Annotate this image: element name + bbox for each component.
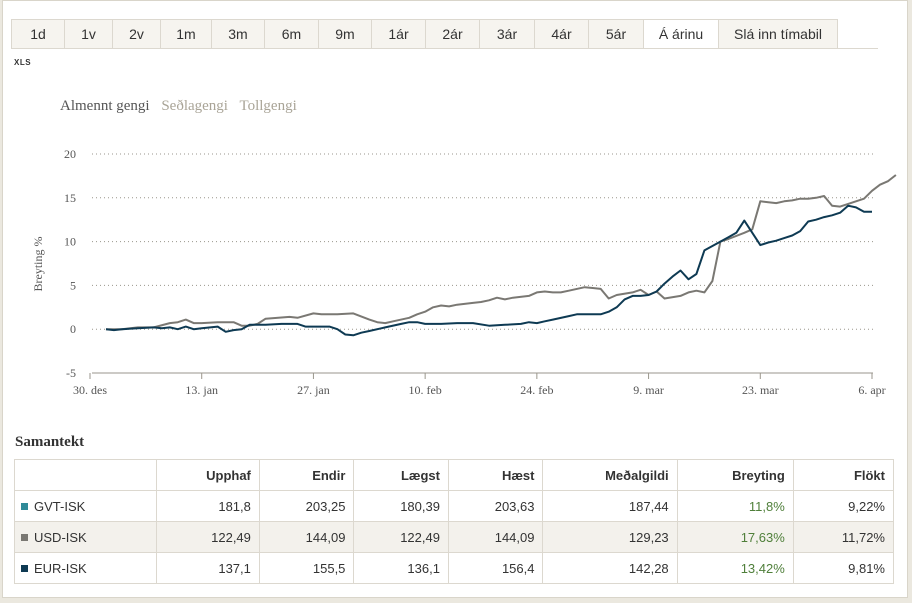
currency-name: GVT-ISK (34, 498, 86, 514)
value-laegst: 122,49 (353, 521, 449, 553)
x-tick-label: 27. jan (297, 383, 330, 397)
value-haest: 156,4 (447, 552, 544, 584)
value-upphaf: 137,1 (156, 552, 260, 584)
value-breyting: 17,63% (676, 521, 794, 553)
header-currency (14, 459, 157, 491)
value-haest: 144,09 (447, 521, 544, 553)
table-row: USD-ISK 122,49 144,09 122,49 144,09 129,… (14, 521, 895, 553)
rate-type-tabs: Almennt gengi Seðlagengi Tollgengi (60, 98, 305, 115)
line-chart: -5 0 5 10 15 20 30. des 13. jan 27. jan 10. feb 2… (31, 147, 897, 397)
tab-sedlagengi[interactable]: Seðlagengi (161, 98, 228, 114)
tab-1m[interactable]: 1m (160, 19, 212, 48)
value-breyting: 13,42% (676, 552, 794, 584)
header-flokt: Flökt (792, 459, 895, 491)
x-tick-label: 30. des (73, 383, 107, 397)
series-line-0 (106, 174, 897, 331)
summary-table: Upphaf Endir Lægst Hæst Meðalgildi Breyt… (14, 459, 895, 584)
tab-6m[interactable]: 6m (264, 19, 319, 48)
value-upphaf: 181,8 (156, 490, 260, 522)
chart-grid (92, 153, 873, 374)
value-endir: 203,25 (258, 490, 355, 522)
currency-cell: USD-ISK (14, 521, 157, 553)
tab-almennt-gengi[interactable]: Almennt gengi (60, 98, 150, 114)
chart-series (105, 174, 897, 337)
tab-1ar[interactable]: 1ár (371, 19, 426, 48)
value-endir: 144,09 (258, 521, 355, 553)
x-tick-label: 13. jan (185, 383, 218, 397)
tab-a-arinu[interactable]: Á árinu (643, 19, 719, 49)
tab-sla-inn-timabil[interactable]: Slá inn tímabil (718, 19, 838, 48)
x-tick-label: 24. feb (520, 383, 553, 397)
summary-header-row: Upphaf Endir Lægst Hæst Meðalgildi Breyt… (14, 459, 895, 491)
currency-name: EUR-ISK (34, 560, 87, 576)
tab-9m[interactable]: 9m (318, 19, 372, 48)
value-upphaf: 122,49 (156, 521, 260, 553)
x-tick-label: 23. mar (742, 383, 779, 397)
value-endir: 155,5 (258, 552, 355, 584)
x-axis: 30. des 13. jan 27. jan 10. feb 24. feb 9. ma… (73, 372, 886, 397)
tab-3ar[interactable]: 3ár (479, 19, 535, 48)
y-tick-label: 5 (70, 278, 76, 292)
table-row: EUR-ISK 137,1 155,5 136,1 156,4 142,28 1… (14, 552, 895, 584)
tab-4ar[interactable]: 4ár (534, 19, 589, 48)
header-breyting: Breyting (676, 459, 794, 491)
value-medalgildi: 129,23 (542, 521, 678, 553)
x-tick-label: 10. feb (408, 383, 441, 397)
tab-tollgengi[interactable]: Tollgengi (239, 98, 297, 114)
x-tick-label: 9. mar (633, 383, 664, 397)
currency-cell: EUR-ISK (14, 552, 157, 584)
y-tick-label: 15 (64, 191, 76, 205)
series-line-1 (105, 204, 872, 337)
y-tick-label: 10 (64, 235, 76, 249)
period-tabs: 1d 1v 2v 1m 3m 6m 9m 1ár 2ár 3ár 4ár 5ár… (11, 19, 838, 49)
tab-1d[interactable]: 1d (11, 19, 65, 48)
currency-name: USD-ISK (34, 529, 87, 545)
table-row: GVT-ISK 181,8 203,25 180,39 203,63 187,4… (14, 490, 895, 522)
x-tick-label: 6. apr (858, 383, 885, 397)
value-flokt: 11,72% (792, 521, 895, 553)
value-medalgildi: 187,44 (542, 490, 678, 522)
header-laegst: Lægst (353, 459, 449, 491)
y-axis-label: Breyting % (31, 237, 45, 292)
header-medalgildi: Meðalgildi (542, 459, 678, 491)
value-laegst: 136,1 (353, 552, 449, 584)
header-upphaf: Upphaf (156, 459, 260, 491)
y-tick-label: 0 (70, 322, 76, 336)
value-flokt: 9,81% (792, 552, 895, 584)
header-endir: Endir (258, 459, 355, 491)
xls-download-link[interactable]: XLS (14, 58, 32, 67)
y-tick-label: -5 (66, 366, 76, 380)
tab-2ar[interactable]: 2ár (425, 19, 480, 48)
value-haest: 203,63 (447, 490, 544, 522)
value-laegst: 180,39 (353, 490, 449, 522)
tab-baseline (11, 48, 878, 49)
tab-2v[interactable]: 2v (112, 19, 161, 48)
series-swatch-icon (21, 502, 28, 510)
value-flokt: 9,22% (792, 490, 895, 522)
value-medalgildi: 142,28 (542, 552, 678, 584)
series-swatch-icon (21, 533, 28, 541)
y-tick-label: 20 (64, 147, 76, 161)
series-swatch-icon (21, 564, 28, 572)
y-axis-ticks: -5 0 5 10 15 20 (64, 147, 76, 380)
summary-title: Samantekt (15, 434, 85, 450)
header-haest: Hæst (447, 459, 544, 491)
currency-cell: GVT-ISK (14, 490, 157, 522)
value-breyting: 11,8% (676, 490, 794, 522)
